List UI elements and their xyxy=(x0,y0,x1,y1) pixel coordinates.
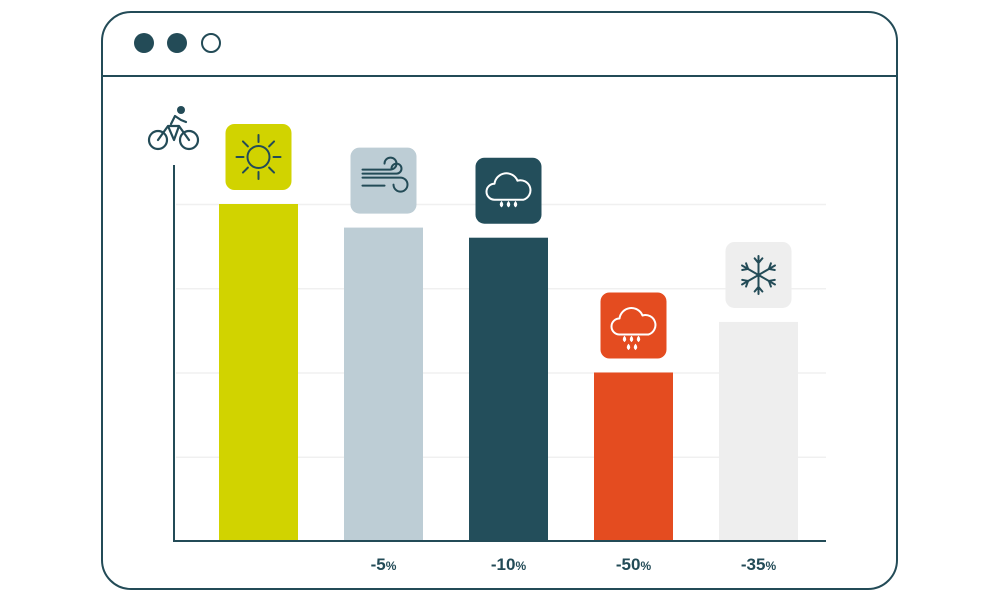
tick-label: -10% xyxy=(491,555,527,574)
snowflake-icon xyxy=(725,241,792,308)
bar-heavy-rain xyxy=(594,372,673,541)
bar-windy xyxy=(344,227,423,541)
close-dot[interactable] xyxy=(134,33,154,53)
rain-cloud-icon xyxy=(475,157,542,224)
tick-label: -50% xyxy=(616,555,652,574)
window-titlebar xyxy=(103,13,896,77)
tick-label: -35% xyxy=(741,555,777,574)
minimize-dot[interactable] xyxy=(167,33,187,53)
tick-label: -5% xyxy=(371,555,397,574)
sun-icon xyxy=(225,124,292,190)
heavy-rain-cloud-icon xyxy=(600,292,667,359)
wind-icon xyxy=(350,147,417,214)
bar-sunny xyxy=(219,204,298,541)
maximize-dot[interactable] xyxy=(201,33,221,53)
bar-snow xyxy=(719,321,798,541)
bicycle-rider-icon xyxy=(147,106,200,151)
bar-rain xyxy=(469,237,548,541)
